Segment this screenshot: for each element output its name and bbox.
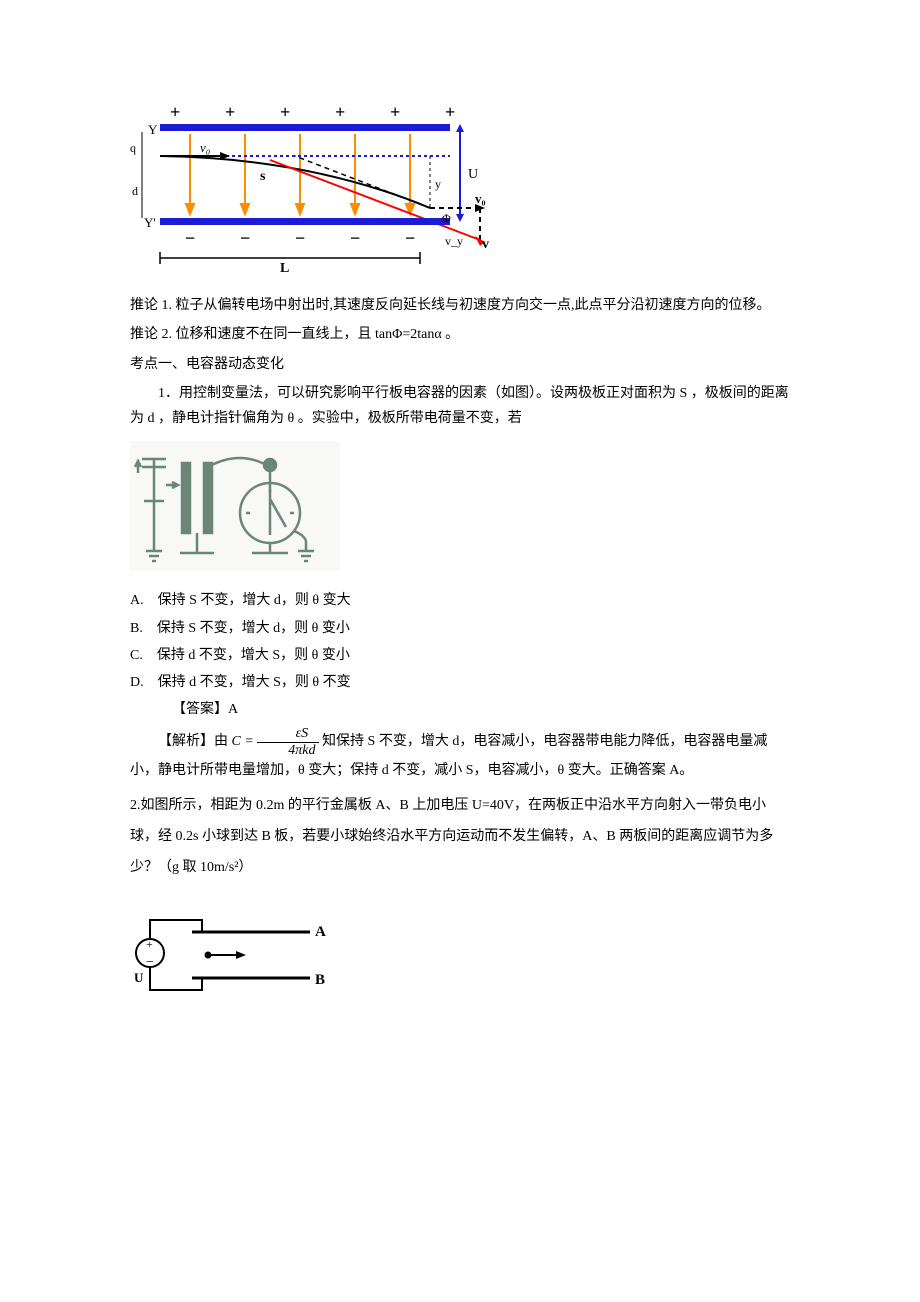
plates-ab-diagram: + − U A B <box>130 898 340 1008</box>
q2-stem: 2.如图所示，相距为 0.2m 的平行金属板 A、B 上加电压 U=40V，在两… <box>130 791 790 883</box>
svg-text:−: − <box>185 228 195 248</box>
svg-text:+: + <box>335 102 345 122</box>
label-v0: v₀ <box>200 140 210 155</box>
svg-text:−: − <box>350 228 360 248</box>
q1-option-a: A. 保持 S 不变，增大 d，则 θ 变大 <box>130 588 790 613</box>
label-vy: v_y <box>445 234 463 248</box>
svg-text:+: + <box>445 102 455 122</box>
label-source-U: U <box>134 970 144 985</box>
top-plate <box>160 124 450 131</box>
label-plate-B: B <box>315 972 325 988</box>
label-plate-A: A <box>315 924 326 940</box>
explain-prefix: 【解析】由 <box>158 734 232 749</box>
svg-text:+: + <box>390 102 400 122</box>
capacitance-formula: C = εS 4πkd <box>232 734 323 749</box>
topic-heading: 考点一、电容器动态变化 <box>130 352 790 377</box>
q1-option-c: C. 保持 d 不变，增大 S，则 θ 变小 <box>130 643 790 668</box>
trajectory <box>160 156 430 208</box>
svg-text:+: + <box>170 102 180 122</box>
svg-text:+: + <box>280 102 290 122</box>
label-d: d <box>132 184 138 198</box>
q1-option-b: B. 保持 S 不变，增大 d，则 θ 变小 <box>130 616 790 641</box>
conclusion-2: 推论 2. 位移和速度不在同一直线上，且 tanΦ=2tanα 。 <box>130 322 790 347</box>
label-phi: Φ <box>442 211 451 225</box>
svg-text:+: + <box>146 937 153 951</box>
bottom-plate <box>160 218 450 225</box>
capacitor-electroscope-diagram <box>130 441 340 571</box>
svg-text:−: − <box>295 228 305 248</box>
svg-text:−: − <box>240 228 250 248</box>
label-v0-exit: v₀ <box>475 191 486 206</box>
svg-text:−: − <box>405 228 415 248</box>
label-U: U <box>468 167 478 182</box>
label-s: s <box>260 169 266 184</box>
label-y: y <box>435 177 441 191</box>
deflection-diagram: + + + + + + Y U q d v₀ s <box>130 100 490 280</box>
label-Y: Y <box>148 122 158 137</box>
q1-stem: 1．用控制变量法，可以研究影响平行板电容器的因素（如图）。设两极板正对面积为 S… <box>130 381 790 431</box>
svg-text:+: + <box>225 102 235 122</box>
q1-answer: 【答案】A <box>130 697 790 722</box>
q1-explanation: 【解析】由 C = εS 4πkd 知保持 S 不变，增大 d，电容减小，电容器… <box>130 726 790 783</box>
label-q: q <box>130 141 136 155</box>
conclusion-1: 推论 1. 粒子从偏转电场中射出时,其速度反向延长线与初速度方向交一点,此点平分… <box>130 293 790 318</box>
label-v: v <box>482 237 489 252</box>
q1-option-d: D. 保持 d 不变，增大 S，则 θ 不变 <box>130 670 790 695</box>
label-L: L <box>280 261 289 276</box>
label-Yp: Y' <box>144 215 156 230</box>
